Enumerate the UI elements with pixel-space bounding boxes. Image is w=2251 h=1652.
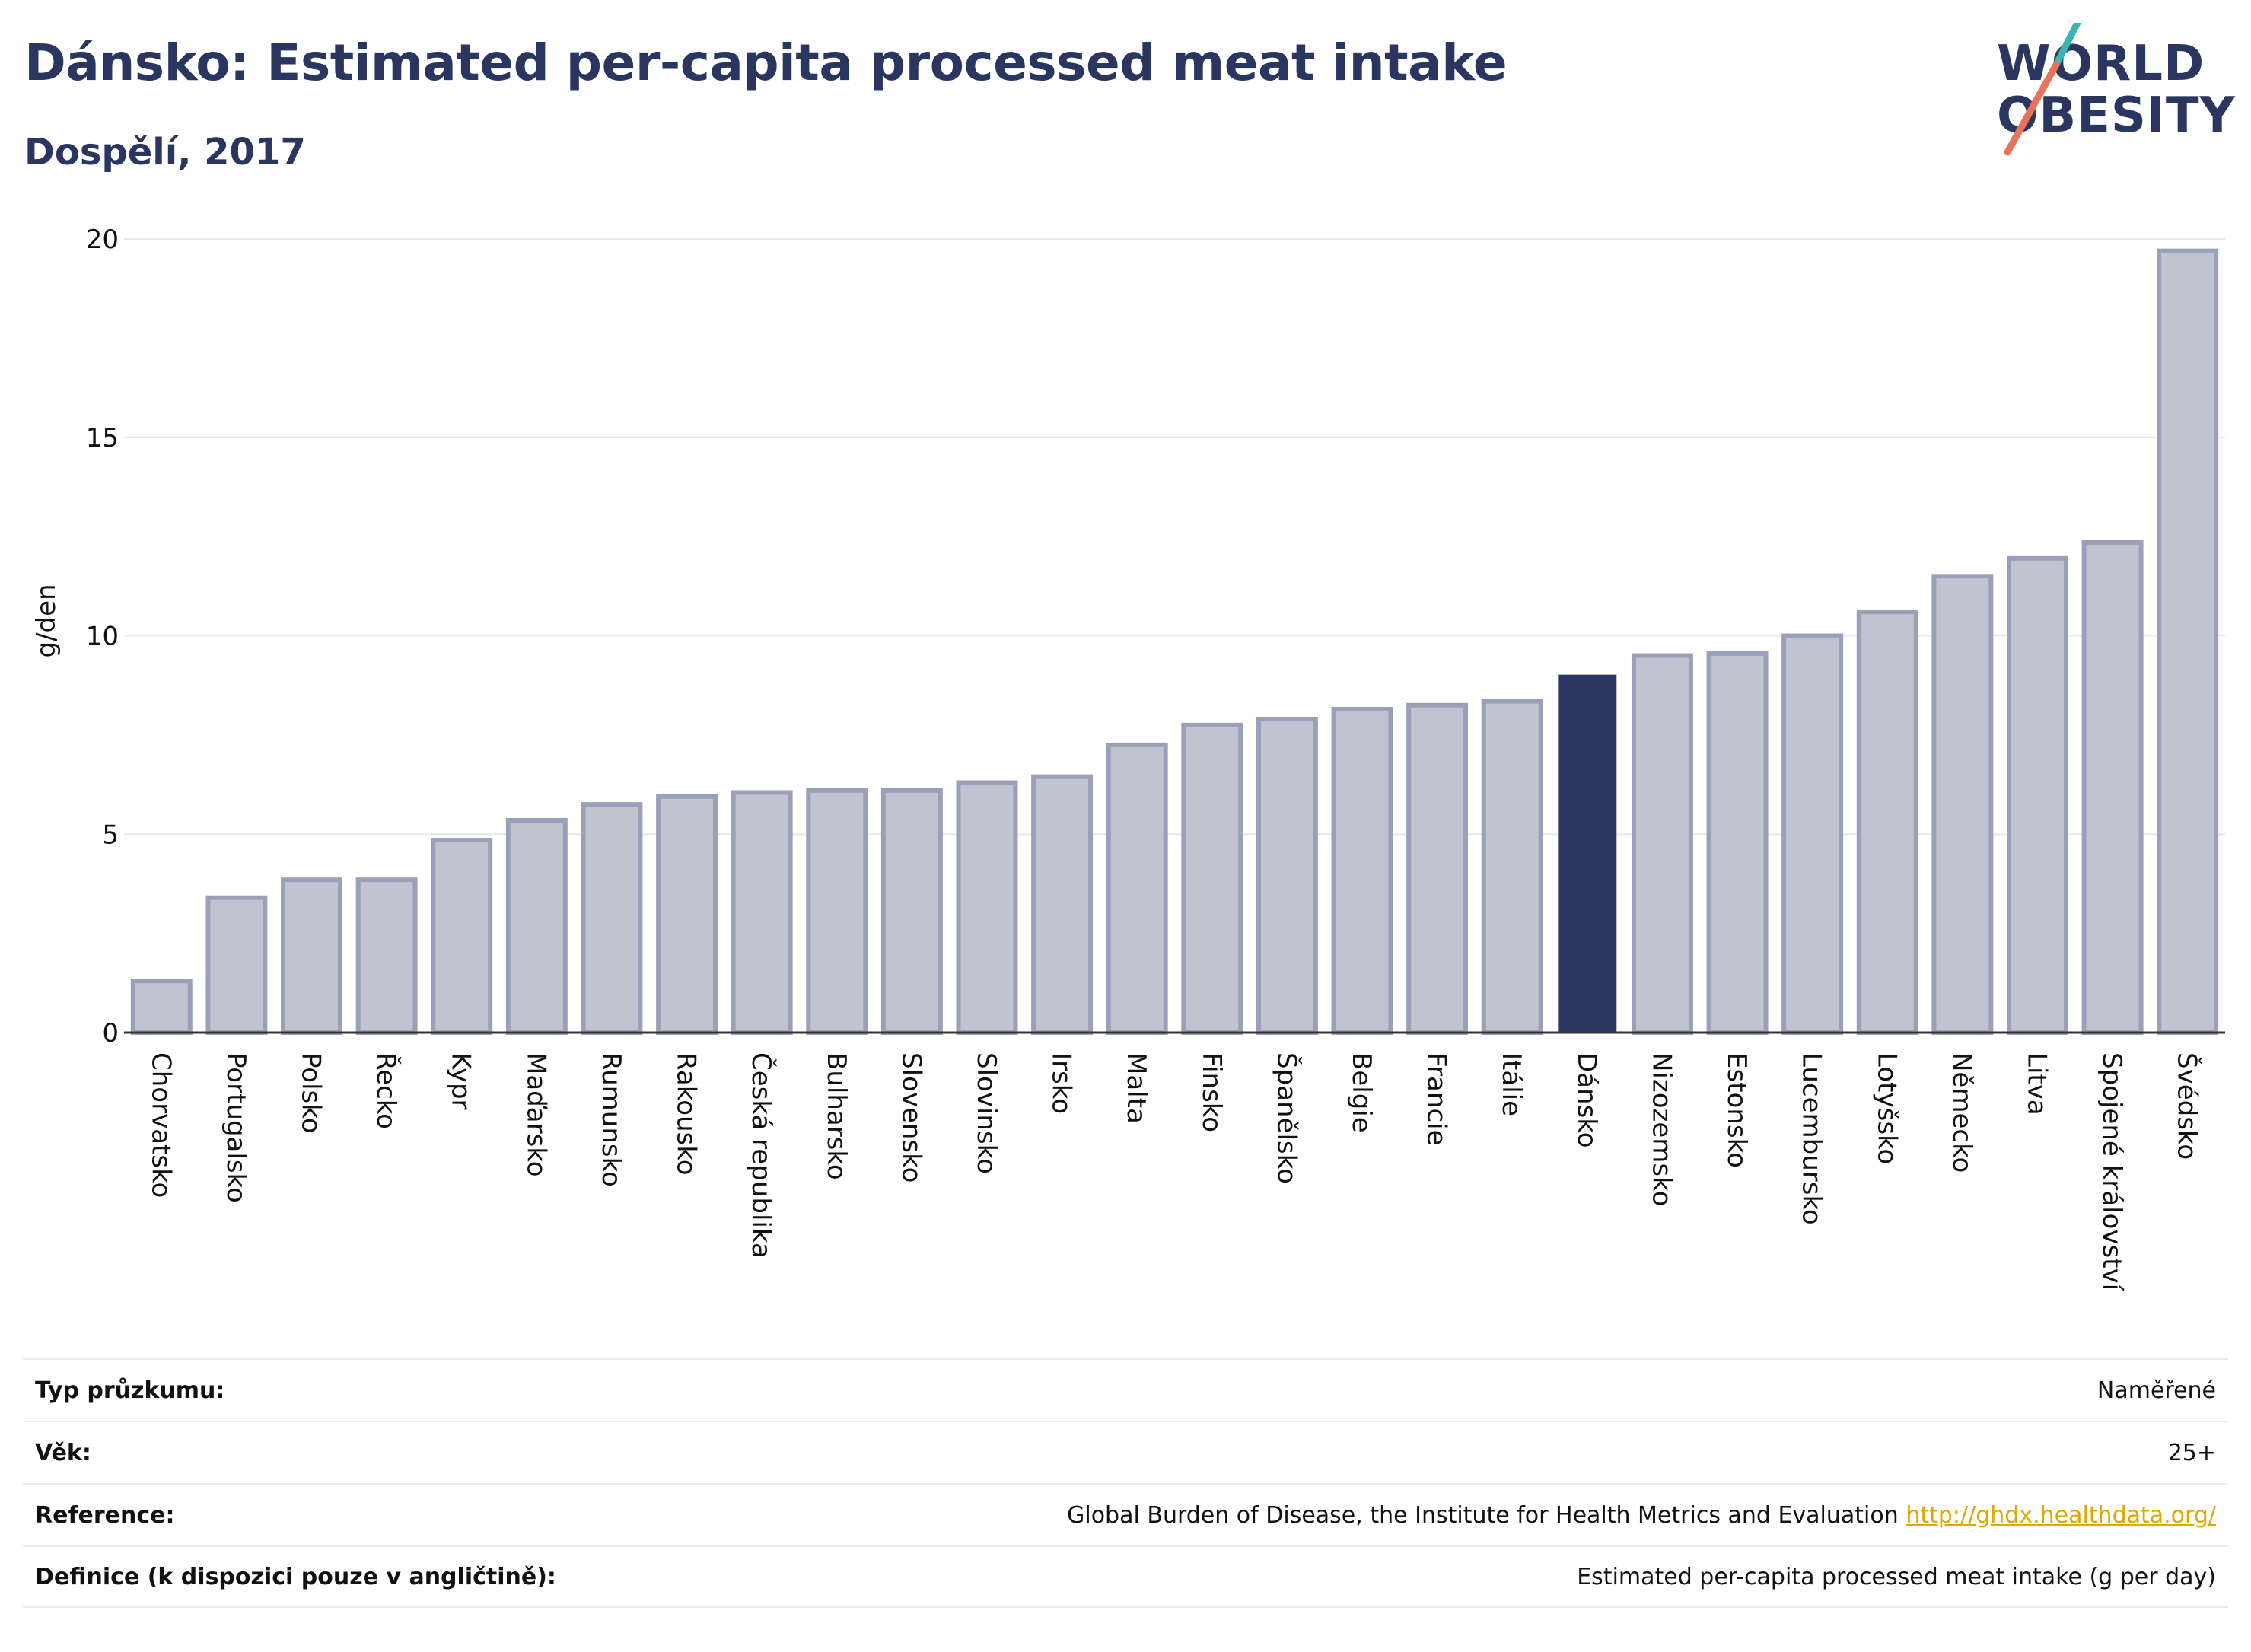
reference-text: Global Burden of Disease, the Institute … (1067, 1501, 1899, 1529)
bar-slovensko (880, 788, 943, 1035)
bar-bulharsko (806, 788, 868, 1035)
bar-litva (2007, 555, 2068, 1035)
y-axis-label: g/den (31, 584, 62, 657)
bar-švédsko (2157, 248, 2219, 1035)
x-tick-label: Polsko (296, 1052, 326, 1134)
x-tick-label: Slovensko (896, 1052, 926, 1183)
bar-irsko (1031, 774, 1094, 1035)
x-tick-label: Estonsko (1721, 1052, 1752, 1168)
bar-lucembursko (1781, 633, 1844, 1035)
x-tick-label: Irsko (1046, 1052, 1077, 1114)
bar-chorvatsko (130, 979, 193, 1035)
info-table: Typ průzkumu: Naměřené Věk: 25+ Referenc… (23, 1358, 2228, 1608)
info-row-definition: Definice (k dispozici pouze v angličtině… (23, 1545, 2228, 1608)
bar-rakousko (656, 794, 718, 1036)
reference-link[interactable]: http://ghdx.healthdata.org/ (1906, 1501, 2216, 1529)
bar-česká-republika (731, 790, 793, 1036)
bar-řecko (355, 877, 418, 1036)
bar-španělsko (1256, 717, 1318, 1035)
x-tick-label: Malta (1121, 1052, 1151, 1124)
logo-slash-icon (2004, 23, 2081, 156)
bar-finsko (1181, 722, 1243, 1036)
x-tick-label: Portugalsko (221, 1052, 251, 1203)
x-tick-label: Rumunsko (596, 1052, 626, 1187)
info-value: 25+ (2167, 1439, 2216, 1466)
x-tick-label: Slovinsko (971, 1052, 1001, 1174)
bar-francie (1406, 702, 1469, 1035)
x-tick-label: Finsko (1196, 1052, 1227, 1132)
info-row-survey-type: Typ průzkumu: Naměřené (23, 1358, 2228, 1421)
x-tick-label: Maďarsko (521, 1052, 551, 1177)
bar-kypr (431, 838, 493, 1036)
logo-line1: WORLD (1997, 36, 2205, 92)
bar-malta (1106, 742, 1168, 1035)
x-tick-label: Lotyšsko (1871, 1052, 1902, 1164)
x-tick-label: Řecko (371, 1052, 402, 1129)
info-label: Věk: (35, 1439, 91, 1466)
x-tick-label: Lucembursko (1797, 1052, 1827, 1225)
bar-německo (1931, 574, 1994, 1035)
bar-chart: 0 5 10 15 20 Chorvatsko Portugalsko Polsko Řecko… (31, 224, 2225, 1292)
x-tick-label: Kypr (446, 1052, 476, 1110)
bar-slovinsko (956, 780, 1018, 1035)
bar-belgie (1331, 706, 1393, 1035)
bar-estonsko (1706, 651, 1769, 1036)
info-label: Definice (k dispozici pouze v angličtině… (35, 1563, 556, 1590)
info-value: Naměřené (2097, 1377, 2216, 1404)
bar-spojené-království (2081, 540, 2144, 1035)
y-tick-label: 0 (102, 1018, 119, 1049)
info-label: Reference: (35, 1501, 175, 1529)
bar-nizozemsko (1631, 653, 1693, 1035)
x-tick-label: Chorvatsko (145, 1052, 176, 1198)
x-tick-label: Spojené království (2097, 1052, 2127, 1292)
info-row-reference: Reference: Global Burden of Disease, the… (23, 1483, 2228, 1545)
x-tick-label: Německo (1947, 1052, 1977, 1173)
x-tick-label: Itálie (1496, 1052, 1527, 1116)
info-value: Global Burden of Disease, the Institute … (1067, 1502, 2216, 1529)
x-tick-label: Španělsko (1271, 1052, 1302, 1184)
world-obesity-logo: WORLD OBESITY (1986, 23, 2237, 160)
x-tick-label: Nizozemsko (1646, 1052, 1676, 1206)
bar-portugalsko (205, 895, 268, 1035)
chart-subtitle: Dospělí, 2017 (24, 131, 306, 173)
y-tick-label: 15 (86, 423, 119, 454)
bar-lotyšsko (1856, 610, 1918, 1035)
x-tick-label: Česká republika (746, 1052, 777, 1259)
y-tick-label: 10 (86, 622, 119, 652)
info-value: Estimated per-capita processed meat inta… (1577, 1563, 2216, 1590)
info-label: Typ průzkumu: (35, 1377, 225, 1404)
x-tick-label: Švédsko (2172, 1052, 2203, 1160)
bar-maďarsko (505, 817, 568, 1036)
x-tick-label: Bulharsko (821, 1052, 852, 1180)
x-tick-label: Dánsko (1571, 1052, 1602, 1148)
y-tick-label: 20 (86, 224, 119, 255)
x-tick-label: Litva (2021, 1052, 2052, 1116)
chart-title: Dánsko: Estimated per-capita processed m… (24, 33, 1508, 92)
bars (130, 248, 2219, 1036)
bar-dánsko (1558, 674, 1617, 1034)
y-tick-label: 5 (102, 820, 119, 850)
axes: 0 5 10 15 20 Chorvatsko Portugalsko Polsko Řecko… (86, 224, 2225, 1292)
x-tick-label: Francie (1422, 1052, 1452, 1146)
bar-rumunsko (581, 802, 643, 1035)
x-tick-label: Rakousko (671, 1052, 702, 1176)
x-tick-label: Belgie (1346, 1052, 1377, 1133)
bar-itálie (1481, 699, 1543, 1035)
info-row-age: Věk: 25+ (23, 1421, 2228, 1483)
bar-polsko (281, 877, 342, 1036)
